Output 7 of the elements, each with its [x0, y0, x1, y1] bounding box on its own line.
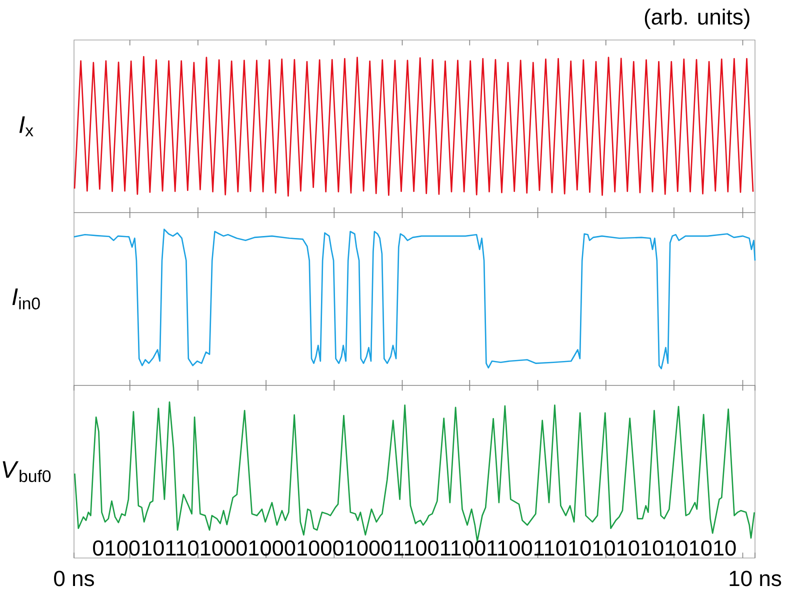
- y-axis-title: I$_{x}$: [19, 116, 34, 136]
- y-axis-title: V$_{buf0}$: [2, 461, 51, 482]
- text: (arb. units): [644, 8, 750, 30]
- y-axis-title: I$_{in0}$: [12, 288, 40, 310]
- annotation: 010010110100010001000100011001100110011010101010101010: [93, 540, 736, 556]
- x-tick-label: 0 ns: [54, 570, 94, 586]
- x-tick-label: 10 ns: [730, 570, 782, 586]
